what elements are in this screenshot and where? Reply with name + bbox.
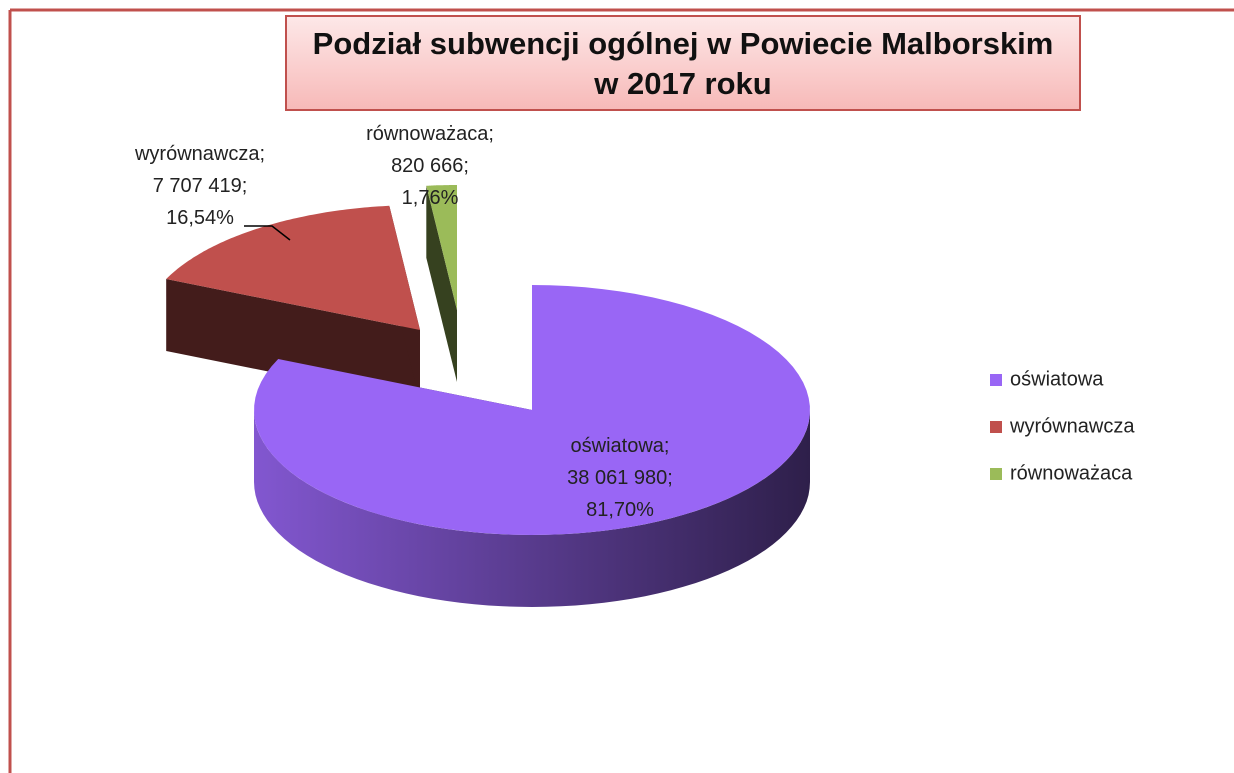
data-label: oświatowa; 38 061 980; 81,70% <box>567 435 673 521</box>
label-value: 820 666 <box>391 155 463 177</box>
slice-wall <box>426 185 457 382</box>
label-percent: 1,76% <box>402 187 459 209</box>
legend-swatch <box>990 374 1002 386</box>
legend-label: równoważaca <box>1010 462 1133 484</box>
label-separator: ; <box>664 435 670 457</box>
label-percent: 16,54% <box>166 207 234 229</box>
label-name: równoważaca <box>366 123 489 145</box>
chart-title: w 2017 roku <box>593 66 771 101</box>
label-name: wyrównawcza <box>134 143 260 165</box>
label-percent: 81,70% <box>586 499 654 521</box>
data-label: równoważaca; 820 666; 1,76% <box>366 123 494 209</box>
slice <box>426 185 457 310</box>
label-name: oświatowa <box>571 435 665 457</box>
slice <box>166 205 420 330</box>
pie <box>166 185 810 607</box>
legend-label: oświatowa <box>1010 368 1104 390</box>
slice <box>254 285 810 535</box>
label-value: 7 707 419 <box>153 175 242 197</box>
chart-title: Podział subwencji ogólnej w Powiecie Mal… <box>313 26 1054 61</box>
leader-line <box>244 225 291 241</box>
label-separator: ; <box>242 175 248 197</box>
label-separator: ; <box>667 467 673 489</box>
label-separator: ; <box>488 123 494 145</box>
legend-swatch <box>990 468 1002 480</box>
label-value: 38 061 980 <box>567 467 667 489</box>
label-separator: ; <box>463 155 469 177</box>
slice-wall <box>166 279 420 402</box>
title-box <box>285 15 1081 111</box>
legend-swatch <box>990 421 1002 433</box>
data-label: wyrównawcza; 7 707 419; 16,54% <box>134 143 265 229</box>
slice-side <box>254 410 810 607</box>
labels: oświatowa; 38 061 980; 81,70%wyrównawcza; 7… <box>134 123 1135 521</box>
label-separator: ; <box>259 143 265 165</box>
legend-label: wyrównawcza <box>1009 415 1135 437</box>
